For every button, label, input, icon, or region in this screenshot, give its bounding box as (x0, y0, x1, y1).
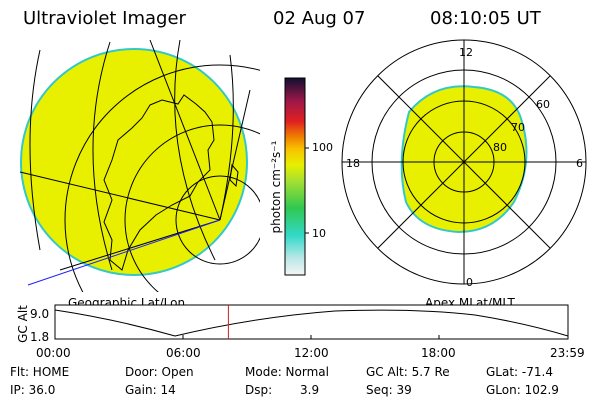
mlat-label-60: 60 (536, 98, 550, 111)
status-gain: Gain: 14 (125, 383, 176, 397)
time-label: 08:10:05 UT (430, 8, 541, 29)
orbit-xtick-1800: 18:00 (421, 346, 456, 360)
status-gc-alt: GC Alt: 5.7 Re (366, 365, 450, 379)
mlt-label-6: 6 (576, 157, 583, 170)
orbit-xtick-2359: 23:59 (550, 346, 585, 360)
orbit-ytick-high: 9.0 (30, 307, 50, 321)
status-dsp-value: 3.9 (300, 383, 320, 397)
status-glon: GLon: 102.9 (486, 383, 559, 397)
polar-mlat-mlt-plot (341, 39, 587, 285)
color-scale-bar (284, 77, 309, 276)
orbit-xtick-1200: 12:00 (294, 346, 329, 360)
mlt-label-18: 18 (346, 157, 360, 170)
status-dsp-label: Dsp: (245, 383, 273, 397)
status-mode: Mode: Normal (245, 365, 329, 379)
mlat-label-70: 70 (511, 121, 525, 134)
orbit-ylabel: GC Alt (16, 305, 30, 343)
orbit-xtick-0000: 00:00 (36, 346, 71, 360)
status-flt: Flt: HOME (10, 365, 70, 379)
mlat-label-80: 80 (493, 141, 507, 154)
colorbar-tick-100: 100 (312, 141, 333, 154)
orbit-altitude-plot (54, 304, 569, 340)
colorbar-tick-10: 10 (312, 227, 326, 240)
mlt-label-0: 0 (466, 276, 473, 289)
colorbar-unit-label: photon cm⁻²s⁻¹ (269, 140, 283, 234)
geographic-map (19, 40, 260, 292)
date-label: 02 Aug 07 (273, 8, 366, 29)
status-seq: Seq: 39 (366, 383, 412, 397)
status-glat: GLat: -71.4 (486, 365, 553, 379)
orbit-ytick-low: 1.8 (30, 330, 50, 344)
status-ip: IP: 36.0 (10, 383, 56, 397)
altitude-curve (54, 309, 569, 337)
mlt-label-12: 12 (459, 46, 473, 59)
app-title: Ultraviolet Imager (23, 8, 186, 29)
status-door: Door: Open (125, 365, 194, 379)
orbit-xtick-0600: 06:00 (166, 346, 201, 360)
